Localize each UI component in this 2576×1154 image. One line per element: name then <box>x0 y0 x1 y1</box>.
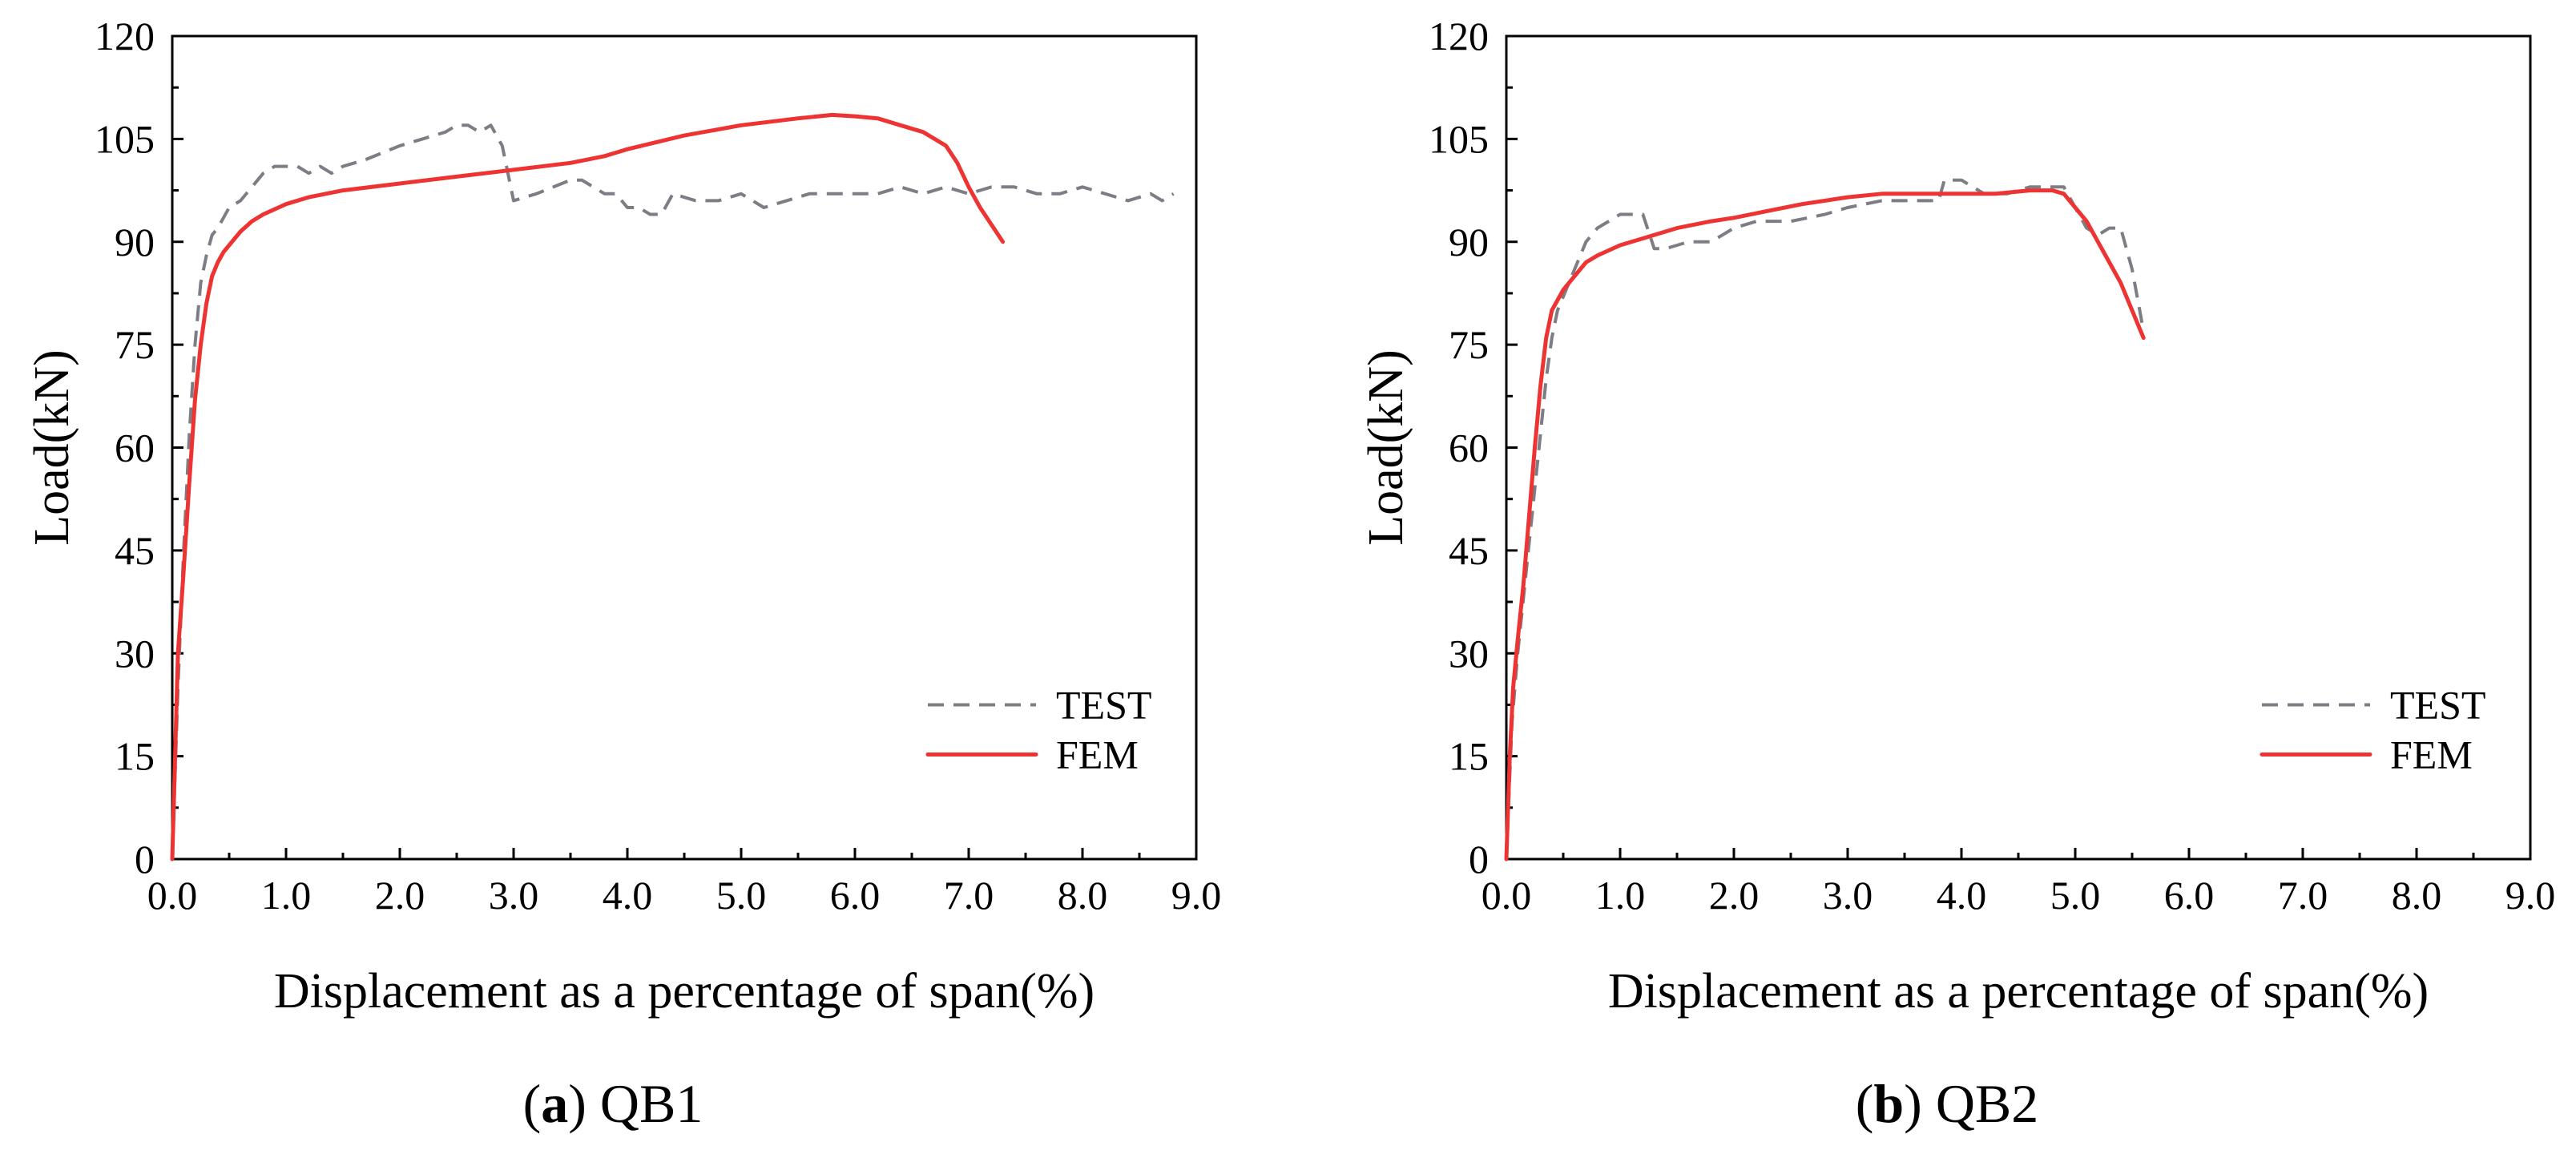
y-tick-label: 45 <box>1449 528 1489 573</box>
x-tick-label: 9.0 <box>1171 873 1222 918</box>
legend-label-test: TEST <box>1056 682 1151 727</box>
series-line-fem <box>170 112 1006 861</box>
x-tick-label: 4.0 <box>603 873 653 918</box>
x-tick-label: 4.0 <box>1937 873 1987 918</box>
caption-open-paren: ( <box>1856 1073 1874 1134</box>
y-axis-title: Load(kN) <box>25 349 79 545</box>
y-tick-label: 30 <box>1449 631 1489 676</box>
caption-text: QB1 <box>600 1073 703 1134</box>
x-tick-label: 1.0 <box>261 873 312 918</box>
y-tick-label: 90 <box>115 220 155 264</box>
legend-label-fem: FEM <box>2390 732 2473 777</box>
x-tick-label: 7.0 <box>2278 873 2328 918</box>
y-axis-title: Load(kN) <box>1359 349 1413 545</box>
y-tick-label: 60 <box>1449 426 1489 470</box>
y-tick-label: 45 <box>115 528 155 573</box>
legend-label-test: TEST <box>2390 682 2485 727</box>
y-tick-label: 30 <box>115 631 155 676</box>
legend-label-fem: FEM <box>1056 732 1139 777</box>
y-tick-label: 60 <box>115 426 155 470</box>
x-axis-title: Displacement as a percentage of span(%) <box>1608 964 2429 1019</box>
x-tick-label: 6.0 <box>2164 873 2215 918</box>
caption-letter: b <box>1873 1073 1904 1134</box>
y-tick-label: 75 <box>115 322 155 367</box>
y-tick-label: 105 <box>1429 116 1489 161</box>
x-tick-label: 5.0 <box>2050 873 2101 918</box>
y-tick-label: 120 <box>95 14 155 59</box>
x-tick-label: 0.0 <box>147 873 198 918</box>
plot-frame <box>1505 34 2532 861</box>
y-tick-label: 120 <box>1429 14 1489 59</box>
y-tick-label: 75 <box>1449 322 1489 367</box>
x-tick-label: 5.0 <box>716 873 767 918</box>
panel-caption: (b) QB2 <box>1856 1073 2039 1134</box>
caption-close-paren: ) <box>568 1073 600 1134</box>
caption-letter: a <box>541 1073 568 1134</box>
x-tick-label: 7.0 <box>944 873 994 918</box>
panel-caption: (a) QB1 <box>523 1073 703 1134</box>
y-tick-label: 90 <box>1449 220 1489 264</box>
y-tick-label: 105 <box>95 116 155 161</box>
x-tick-label: 8.0 <box>2392 873 2442 918</box>
series-line-test <box>1505 178 2146 860</box>
x-tick-label: 3.0 <box>1823 873 1873 918</box>
caption-close-paren: ) <box>1904 1073 1936 1134</box>
x-tick-label: 0.0 <box>1482 873 1532 918</box>
series-line-fem <box>1504 188 2146 861</box>
y-tick-label: 15 <box>1449 734 1489 779</box>
x-axis-title: Displacement as a percentage of span(%) <box>274 964 1094 1019</box>
x-tick-label: 8.0 <box>1058 873 1108 918</box>
series-line-test <box>171 123 1175 860</box>
y-tick-label: 0 <box>135 837 155 882</box>
chart-panel-qb1: 0.0 1.0 2.0 3.0 4.0 5.0 6.0 7.0 8.0 9.0 0 15 30 45 60 7… <box>25 14 1221 1134</box>
x-tick-label: 2.0 <box>1709 873 1760 918</box>
caption-open-paren: ( <box>523 1073 542 1134</box>
x-tick-label: 6.0 <box>830 873 881 918</box>
x-tick-label: 9.0 <box>2505 873 2556 918</box>
plot-frame <box>171 34 1198 861</box>
x-tick-label: 1.0 <box>1595 873 1646 918</box>
y-tick-label: 15 <box>115 734 155 779</box>
chart-panel-qb2: 0.0 1.0 2.0 3.0 4.0 5.0 6.0 7.0 8.0 9.0 0 15 30 45 60 7… <box>1359 14 2555 1134</box>
x-tick-label: 2.0 <box>375 873 425 918</box>
caption-text: QB2 <box>1936 1073 2038 1134</box>
y-tick-label: 0 <box>1469 837 1489 882</box>
x-tick-label: 3.0 <box>489 873 539 918</box>
